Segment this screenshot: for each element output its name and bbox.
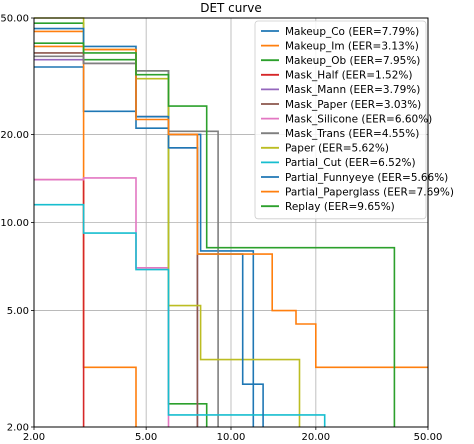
y-tick-label: 5.00	[7, 306, 29, 317]
legend-entry: Makeup_Im (EER=3.13%)	[285, 40, 419, 52]
legend-entry: Makeup_Co (EER=7.79%)	[285, 26, 419, 38]
chart-title: DET curve	[200, 1, 262, 15]
series-line-2	[34, 22, 208, 427]
series-line-3	[34, 178, 85, 427]
axis-ticks: 2.00 5.00 10.00 20.00 50.00 2.00 5.00 10.00 20.0…	[0, 14, 442, 444]
y-tick-label: 50.00	[0, 14, 29, 25]
x-tick-label: 2.00	[23, 432, 45, 443]
legend-box	[254, 20, 427, 220]
series-line-12	[34, 42, 396, 427]
legend-entry: Mask_Trans (EER=4.55%)	[285, 128, 419, 140]
series-line-11	[34, 45, 428, 369]
series-line-6	[34, 177, 170, 427]
y-tick-label: 2.00	[7, 423, 29, 434]
series-lines	[34, 17, 428, 427]
legend-entry: Mask_Mann (EER=3.79%)	[285, 84, 420, 96]
x-tick-label: 20.00	[302, 432, 331, 443]
y-tick-label: 20.00	[0, 130, 29, 141]
legend-entry: Partial_Funnyeye (EER=5.66%)	[285, 172, 448, 184]
series-line-10	[34, 27, 264, 427]
legend-entry: Replay (EER=9.65%)	[285, 201, 395, 213]
legend-entry: Mask_Half (EER=1.52%)	[285, 70, 413, 82]
legend-entry: Mask_Paper (EER=3.03%)	[285, 99, 421, 111]
legend-entry: Paper (EER=5.62%)	[285, 143, 389, 155]
x-tick-label: 10.00	[217, 432, 246, 443]
series-line-9	[34, 203, 326, 427]
legend-entry: Partial_Paperglass (EER=7.69%)	[285, 186, 454, 198]
legend-entry: Partial_Cut (EER=6.52%)	[285, 157, 416, 169]
legend-entry: Makeup_Ob (EER=7.95%)	[285, 55, 420, 67]
y-tick-label: 10.00	[0, 218, 29, 229]
x-tick-label: 50.00	[414, 432, 443, 443]
legend-entry: Mask_Silicone (EER=6.60%)	[285, 113, 432, 125]
legend: Makeup_Co (EER=7.79%) Makeup_Im (EER=3.13…	[254, 20, 454, 220]
series-line-4	[34, 58, 199, 427]
x-tick-label: 5.00	[135, 432, 157, 443]
series-line-1	[34, 30, 137, 427]
series-line-5	[34, 52, 199, 427]
